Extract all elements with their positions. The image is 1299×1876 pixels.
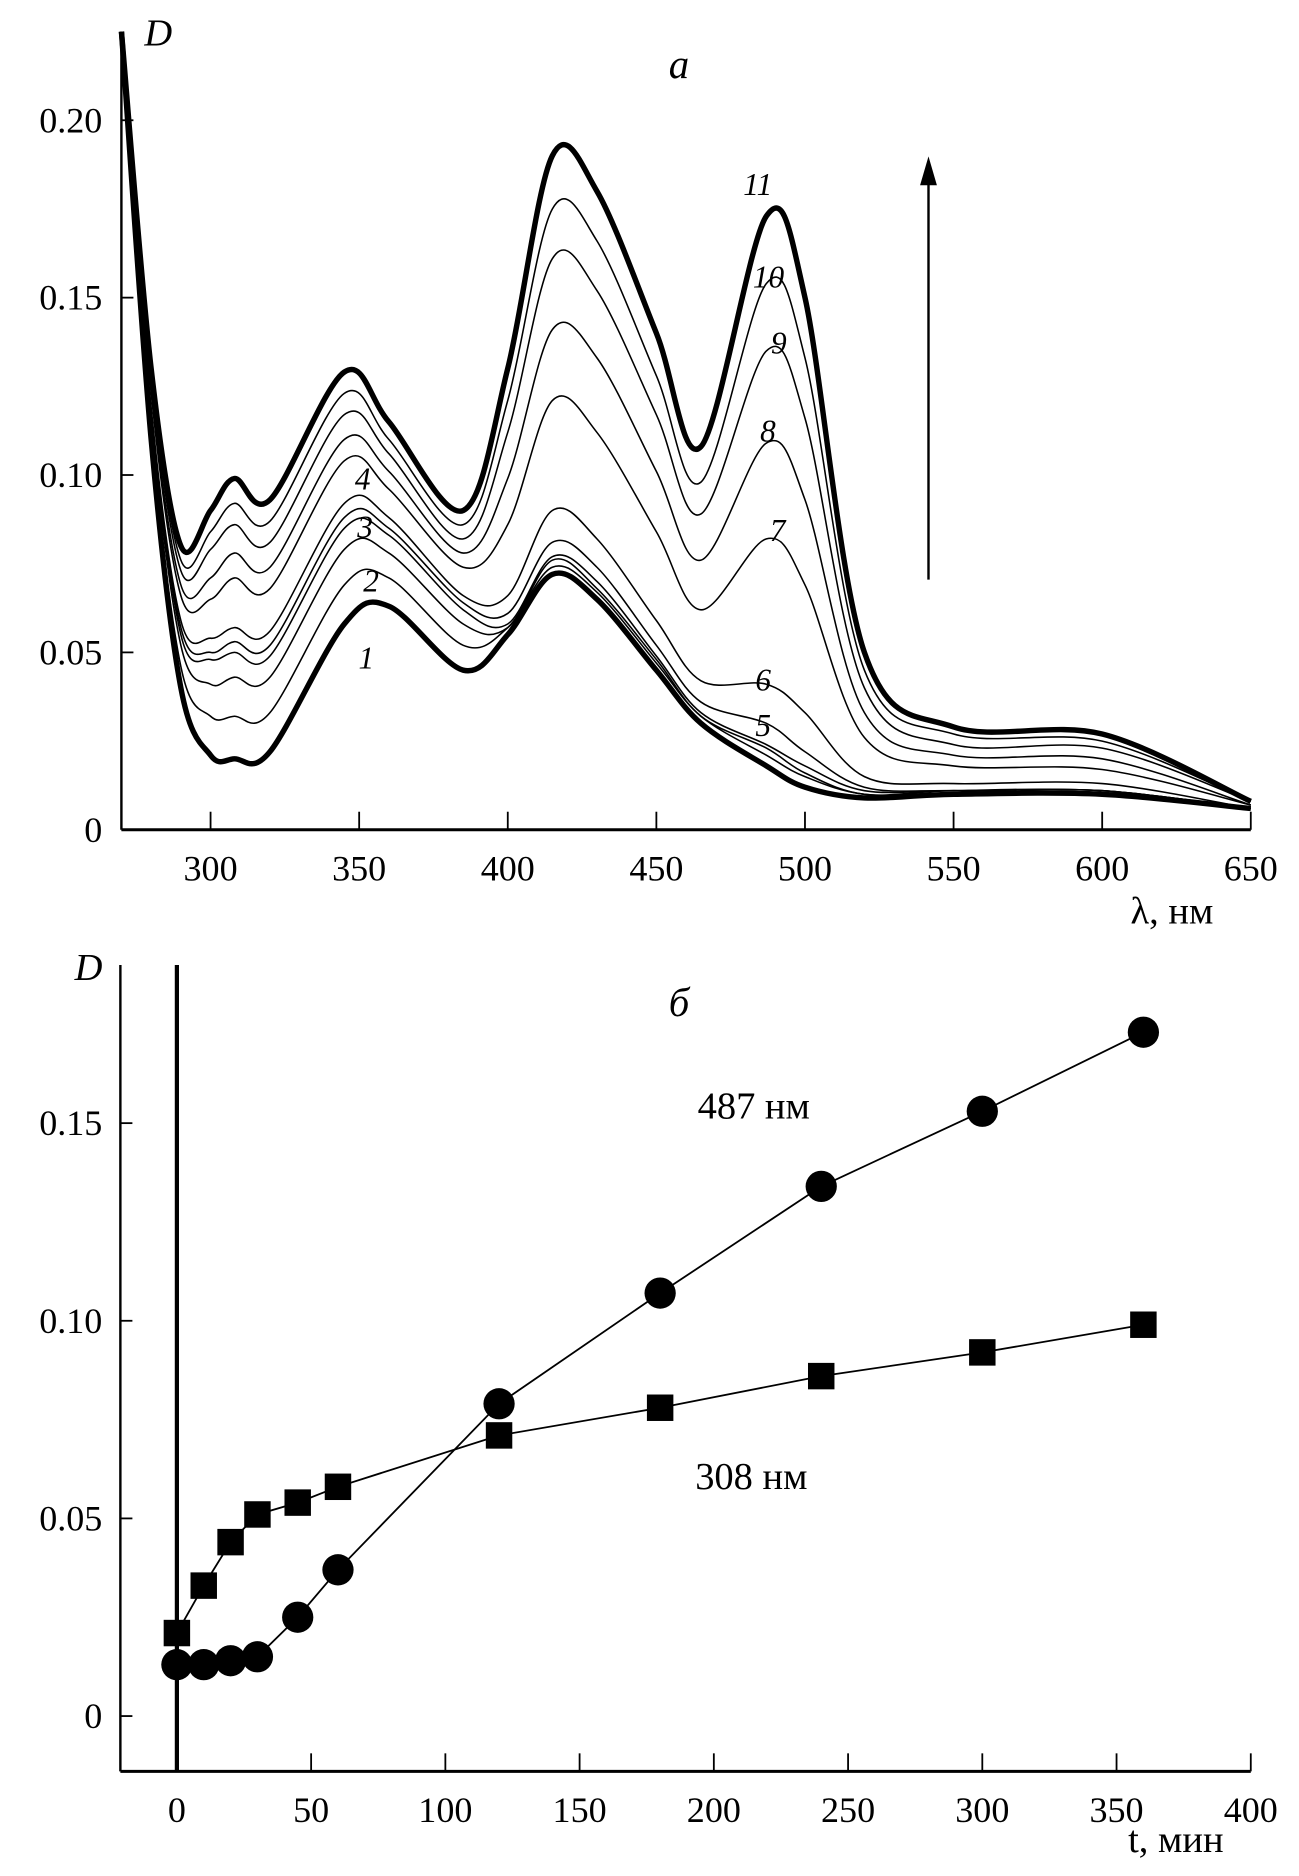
top-x-tick-label: 500 <box>778 848 832 888</box>
curve-label-7: 7 <box>770 513 787 548</box>
spectrum-curve-6 <box>120 31 1251 810</box>
bottom-y-tick-label: 0.10 <box>39 1301 102 1341</box>
series-label-308: 308 нм <box>695 1456 807 1498</box>
panel-a-label: а <box>669 42 689 87</box>
series-label-487: 487 нм <box>698 1085 810 1127</box>
top-y-tick-label: 0 <box>84 810 102 850</box>
spectrum-curve-10 <box>120 31 1252 803</box>
square-marker <box>807 1362 835 1390</box>
bottom-x-tick-label: 350 <box>1089 1790 1143 1830</box>
spectrum-curve-4 <box>120 31 1251 810</box>
circle-marker <box>282 1601 314 1633</box>
top-x-tick-label: 550 <box>927 848 981 888</box>
curve-label-11: 11 <box>743 167 772 202</box>
curve-label-10: 10 <box>753 259 785 294</box>
circle-marker <box>644 1277 676 1309</box>
top-x-tick-label: 350 <box>332 848 386 888</box>
top-x-tick-label: 600 <box>1075 848 1129 888</box>
circle-marker <box>161 1649 193 1681</box>
curve-label-3: 3 <box>356 510 373 545</box>
series-line-487 <box>176 1031 1144 1666</box>
spectrum-curve-11 <box>118 31 1252 804</box>
spectrum-curve-9 <box>120 31 1252 803</box>
square-marker <box>969 1339 996 1366</box>
top-x-tick-label: 450 <box>629 848 683 888</box>
square-marker <box>1130 1311 1157 1338</box>
spectrum-curve-7 <box>120 31 1251 806</box>
curve-label-2: 2 <box>363 564 379 599</box>
bottom-y-tick-label: 0.05 <box>39 1498 102 1538</box>
bottom-x-tick-label: 250 <box>821 1790 875 1830</box>
bottom-y-tick-label: 0 <box>84 1696 102 1736</box>
bottom-x-tick-label: 400 <box>1224 1790 1278 1830</box>
square-marker <box>485 1422 513 1449</box>
curve-label-8: 8 <box>760 413 776 448</box>
bottom-x-tick-label: 300 <box>955 1790 1009 1830</box>
curve-label-6: 6 <box>755 662 771 697</box>
circle-marker <box>483 1388 515 1420</box>
square-marker <box>324 1473 352 1501</box>
top-x-axis-label: λ, нм <box>1131 891 1214 933</box>
bottom-y-axis-label: D <box>74 947 103 989</box>
bottom-y-tick-label: 0.15 <box>39 1103 102 1143</box>
circle-marker <box>805 1170 837 1203</box>
bottom-x-tick-label: 100 <box>418 1790 472 1830</box>
bottom-x-tick-label: 0 <box>168 1790 186 1830</box>
top-y-tick-label: 0.10 <box>39 455 102 495</box>
top-x-tick-label: 300 <box>184 848 238 888</box>
top-y-tick-label: 0.15 <box>39 278 102 318</box>
top-x-tick-label: 400 <box>481 848 535 888</box>
circle-marker <box>241 1641 274 1673</box>
top-y-tick-label: 0.20 <box>39 100 102 140</box>
circle-marker <box>322 1554 354 1586</box>
top-x-tick-label: 650 <box>1224 848 1278 888</box>
spectrum-curve-8 <box>120 31 1252 806</box>
kinetics-panel: б D t, мин 487 нм 308 нм 0 50 100 150 200 250… <box>39 947 1278 1861</box>
panel-b-label: б <box>669 980 691 1025</box>
circle-marker <box>214 1645 247 1677</box>
curve-label-5: 5 <box>755 708 771 743</box>
square-marker <box>217 1528 244 1556</box>
square-marker <box>190 1572 217 1599</box>
spectrum-curve-2 <box>120 31 1251 810</box>
spectrum-curve-3 <box>120 31 1251 810</box>
circle-marker <box>188 1649 220 1681</box>
bottom-x-axis-label: t, мин <box>1128 1819 1223 1861</box>
square-marker <box>244 1501 271 1528</box>
curve-label-4: 4 <box>355 461 371 496</box>
circle-marker <box>966 1095 998 1127</box>
top-y-tick-label: 0.05 <box>39 632 102 672</box>
square-marker <box>284 1489 311 1516</box>
top-y-axis-label: D <box>143 13 172 55</box>
bottom-x-tick-label: 50 <box>293 1790 329 1830</box>
series-line-308 <box>176 1323 1144 1634</box>
spectra-panel: а D λ, нм 300 350 400 450 500 550 600 650 0 0.05 0… <box>39 13 1278 933</box>
bottom-x-tick-label: 150 <box>553 1790 607 1830</box>
square-marker <box>646 1394 674 1421</box>
curve-label-9: 9 <box>771 326 787 361</box>
spectrum-curve-5 <box>120 31 1251 810</box>
arrow-up-icon <box>920 156 937 186</box>
curve-label-1: 1 <box>358 641 374 676</box>
spectrum-curve-1 <box>118 31 1252 812</box>
square-marker <box>163 1619 191 1647</box>
bottom-x-tick-label: 200 <box>687 1790 741 1830</box>
circle-marker <box>1127 1016 1160 1048</box>
